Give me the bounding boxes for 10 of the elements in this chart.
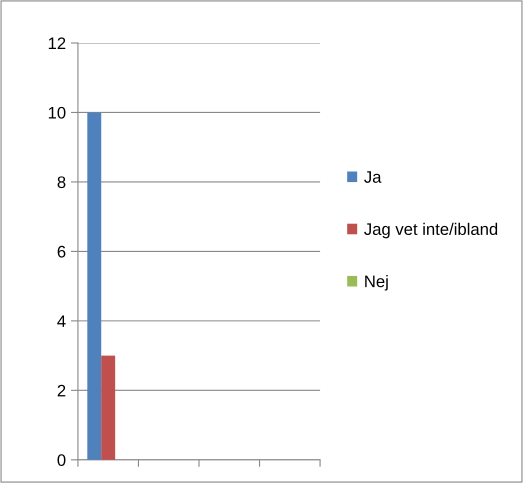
y-tick-label: 4: [57, 315, 66, 327]
y-tick-label: 6: [58, 246, 66, 258]
y-tick-label: 8: [58, 176, 66, 188]
y-tick-label: 10: [48, 106, 66, 119]
y-tick-label: 0: [58, 454, 66, 466]
legend-label: Nej: [365, 274, 388, 291]
y-tick-label: 2: [58, 384, 66, 396]
y-tick-label: 12: [48, 37, 66, 50]
legend-label: Ja: [364, 171, 382, 183]
legend-label: Jag vet inte/ibland: [364, 222, 498, 238]
